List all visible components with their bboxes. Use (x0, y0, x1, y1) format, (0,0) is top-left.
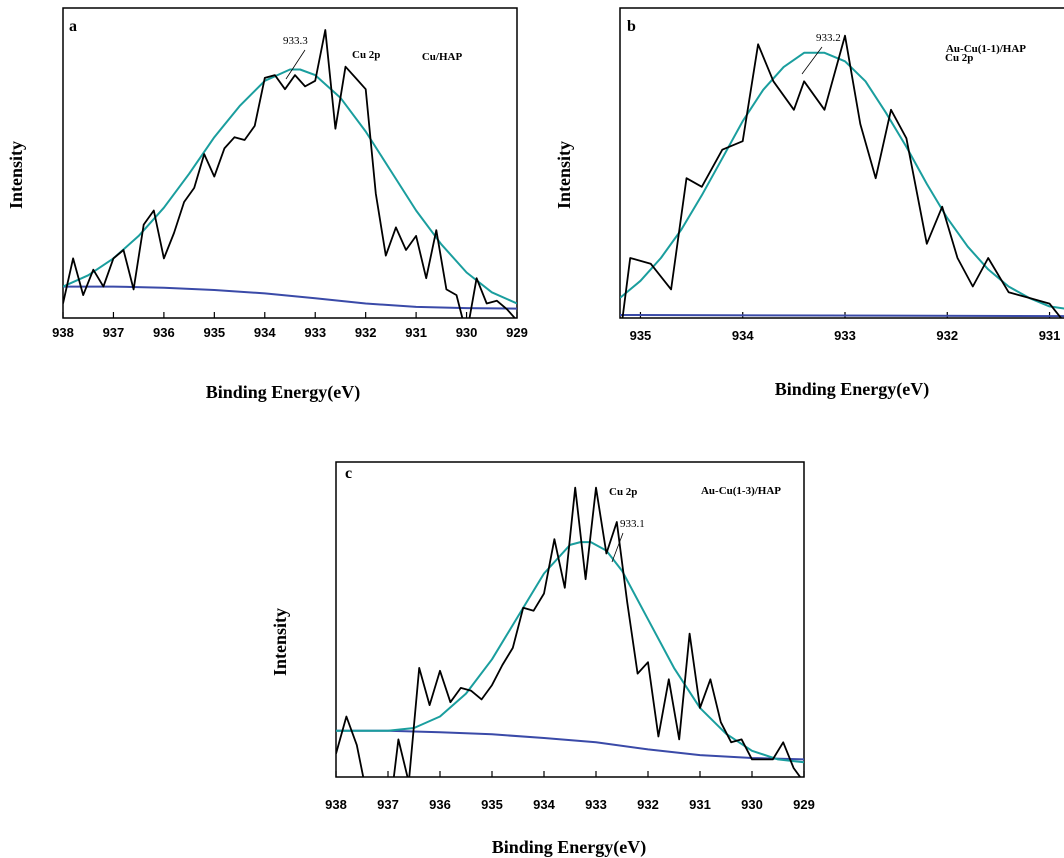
x-tick-label: 929 (506, 325, 528, 340)
panel-label: a (69, 18, 77, 35)
x-axis-title: Binding Energy(eV) (775, 379, 930, 400)
panel-label: b (627, 18, 636, 35)
fit-series-line (336, 541, 804, 764)
y-axis-title: Intensity (270, 608, 290, 676)
chart-panel-a: 938 937 936 935 934 933 932 931 930 929 a Cu/HAP Cu … (6, 7, 528, 403)
panel-label: c (345, 465, 352, 482)
region-label: Cu 2p (609, 486, 637, 498)
x-tick-label: 935 (630, 328, 652, 343)
peak-leader-line (611, 532, 624, 563)
x-tick-label: 937 (103, 325, 125, 340)
x-axis-title: Binding Energy(eV) (206, 382, 361, 403)
x-tick-label: 931 (1039, 328, 1061, 343)
peak-leader-line (285, 49, 306, 80)
x-tick-label: 932 (637, 797, 659, 812)
y-axis-title: Intensity (554, 141, 574, 209)
sample-label: Au-Cu(1-3)/HAP (701, 485, 781, 497)
x-tick-label: 935 (481, 797, 503, 812)
x-tick-label: 933 (834, 328, 856, 343)
baseline-series-line (620, 314, 1064, 318)
raw-series-line (63, 29, 516, 318)
x-tick-label: 936 (429, 797, 451, 812)
series-group (63, 29, 517, 318)
peak-annotation: 933.3 (283, 35, 308, 47)
x-tick-label: 932 (355, 325, 377, 340)
x-tick-label: 934 (732, 328, 754, 343)
plot-frame (335, 461, 805, 778)
x-tick-label: 933 (304, 325, 326, 340)
region-label: Cu 2p (945, 52, 973, 64)
x-tick-label: 938 (52, 325, 74, 340)
baseline-series-line (63, 285, 517, 310)
x-tick-label: 937 (377, 797, 399, 812)
x-tick-label: 930 (456, 325, 478, 340)
x-tick-label: 931 (405, 325, 427, 340)
fit-series-line (63, 68, 517, 305)
raw-series-line (336, 486, 802, 777)
x-tick-label: 931 (689, 797, 711, 812)
x-tick-label: 938 (325, 797, 347, 812)
y-axis-title: Intensity (6, 141, 26, 209)
series-group (336, 486, 804, 777)
x-tick-label: 929 (793, 797, 815, 812)
fit-series-line (620, 51, 1064, 310)
x-tick-label: 936 (153, 325, 175, 340)
sample-label: Au-Cu(1-1)/HAP (946, 43, 1026, 55)
x-tick-label: 933 (585, 797, 607, 812)
x-tick-label: 932 (936, 328, 958, 343)
peak-annotation: 933.1 (620, 518, 645, 530)
peak-annotation: 933.2 (816, 32, 841, 44)
peak-leader-line (801, 46, 823, 75)
chart-panel-c: 938 937 936 935 934 933 932 931 930 929 c Au-Cu(1-3… (270, 461, 815, 858)
x-tick-label: 935 (203, 325, 225, 340)
x-tick-label: 930 (741, 797, 763, 812)
region-label: Cu 2p (352, 49, 380, 61)
x-tick-label: 934 (533, 797, 555, 812)
baseline-series-line (336, 729, 804, 761)
raw-series-line (621, 34, 1063, 318)
sample-label: Cu/HAP (422, 51, 463, 63)
plot-frame (62, 7, 518, 319)
x-axis-title: Binding Energy(eV) (492, 837, 647, 858)
x-tick-label: 934 (254, 325, 276, 340)
series-group (620, 34, 1064, 318)
